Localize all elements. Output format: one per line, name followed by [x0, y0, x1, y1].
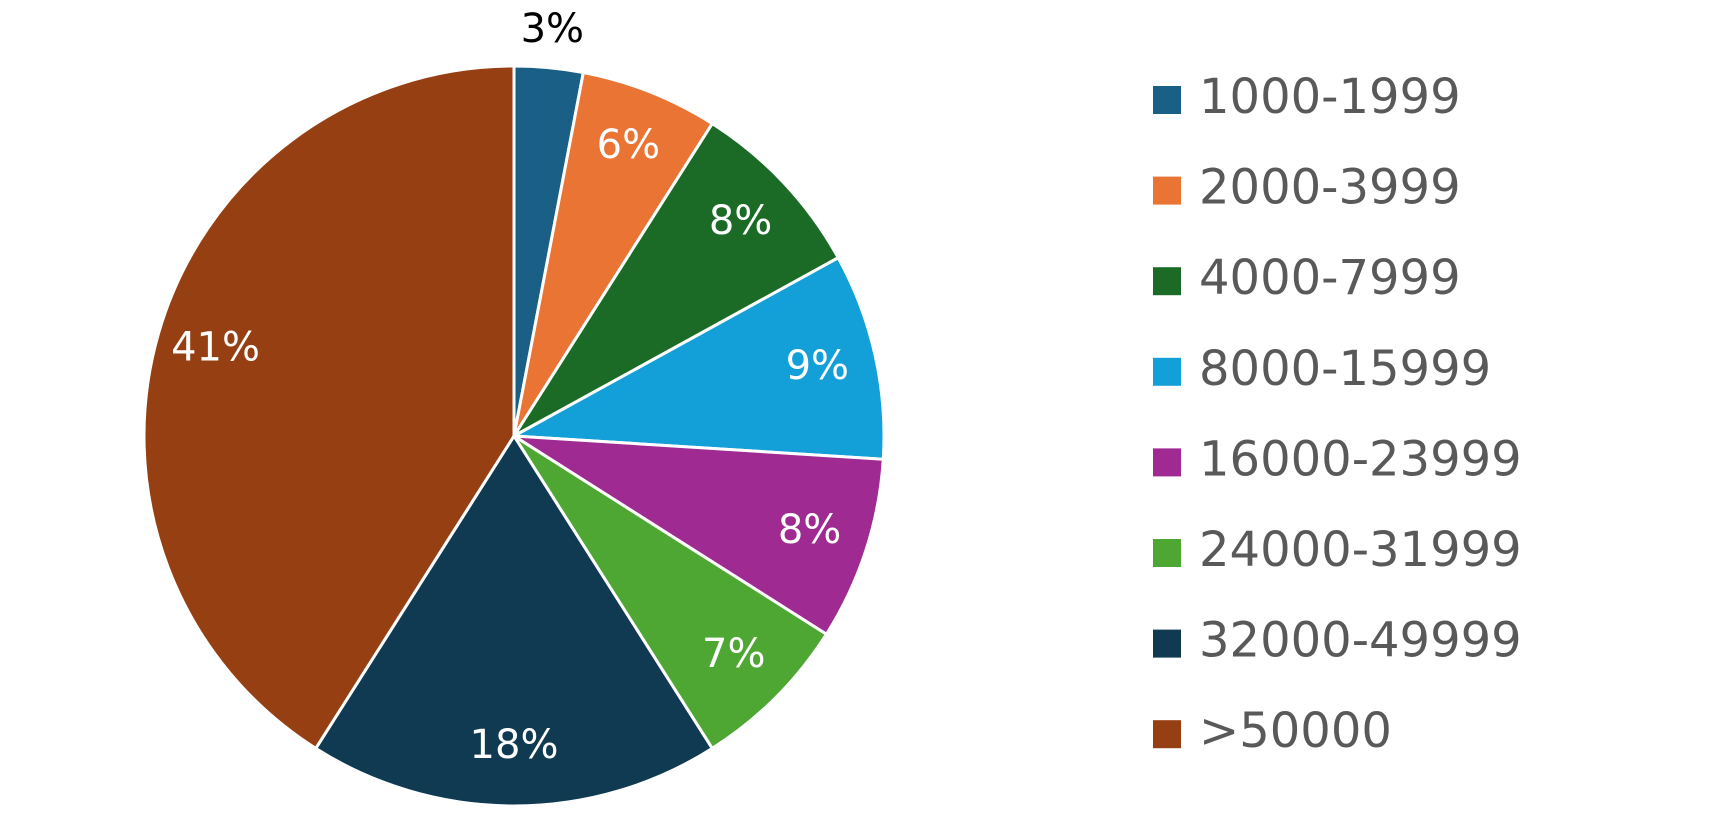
legend-swatch	[1153, 629, 1181, 658]
legend-label: 32000-49999	[1199, 613, 1522, 669]
pie-slice	[512, 121, 841, 438]
value-label: 18%	[470, 722, 559, 768]
pie-slice	[512, 70, 715, 437]
pie-slice	[313, 433, 715, 808]
legend-label: 24000-31999	[1199, 522, 1522, 578]
legend-label: 8000-15999	[1199, 341, 1491, 397]
pie-slice	[512, 434, 829, 751]
legend-swatch	[1153, 720, 1181, 749]
legend-swatch	[1153, 176, 1181, 205]
legend-label: >50000	[1199, 703, 1392, 759]
value-label: 8%	[709, 198, 772, 244]
value-label: 9%	[786, 343, 849, 389]
legend-label: 4000-7999	[1199, 250, 1461, 306]
pie-slice	[142, 64, 516, 751]
legend-label: 2000-3999	[1199, 160, 1461, 216]
legend-swatch	[1153, 539, 1181, 567]
value-label: 6%	[597, 122, 660, 168]
legend-swatch	[1153, 357, 1181, 386]
value-label: 8%	[778, 507, 841, 553]
pie-slice	[513, 434, 885, 637]
value-label: 7%	[702, 631, 765, 677]
legend-label: 1000-1999	[1199, 69, 1461, 125]
value-label: 3%	[521, 6, 584, 52]
legend-swatch	[1153, 86, 1181, 114]
legend-swatch	[1153, 448, 1181, 477]
pie-slice	[508, 255, 886, 461]
legend-swatch	[1153, 267, 1181, 296]
value-label: 41%	[171, 324, 260, 370]
legend-label: 16000-23999	[1199, 431, 1522, 487]
